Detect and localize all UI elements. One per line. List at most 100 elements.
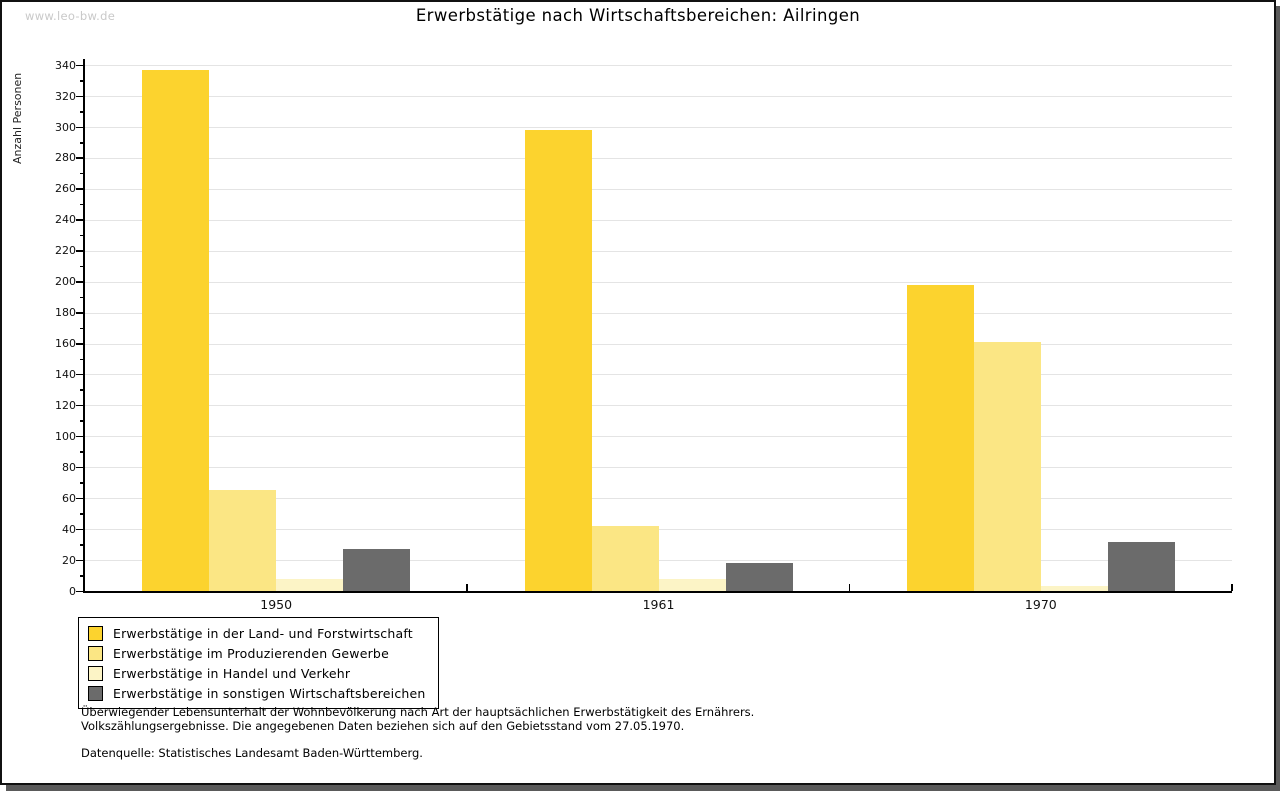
y-minor-tick [80, 451, 84, 453]
y-major-tick [76, 157, 83, 159]
y-tick-label: 80 [62, 460, 76, 474]
x-boundary-tick [1231, 584, 1233, 591]
y-minor-tick [80, 358, 84, 361]
y-tick-label: 140 [55, 367, 76, 381]
y-minor-tick [80, 234, 84, 237]
legend-swatch-icon [88, 665, 103, 681]
y-tick-label: 160 [55, 337, 76, 351]
gridline [85, 529, 1232, 531]
y-minor-tick [80, 111, 84, 113]
y-tick-label: 220 [55, 244, 76, 258]
y-minor-tick [80, 265, 84, 268]
y-major-tick [76, 219, 83, 221]
y-minor-tick [80, 203, 84, 206]
gridline [85, 467, 1232, 469]
y-minor-tick [80, 544, 84, 546]
y-major-tick [76, 95, 83, 98]
y-major-tick [76, 343, 83, 345]
gridline [85, 436, 1232, 438]
y-major-tick [76, 559, 83, 562]
x-boundary-tick [466, 584, 468, 591]
gridline [85, 65, 1232, 67]
y-minor-tick [80, 296, 84, 299]
legend-item: Erwerbstätige in Handel und Verkehr [88, 663, 426, 683]
y-tick-label: 260 [55, 182, 76, 196]
footnote-line-2: Volkszählungsergebnisse. Die angegebenen… [81, 718, 685, 733]
y-minor-tick [80, 482, 84, 484]
y-major-tick [76, 497, 83, 500]
legend: Erwerbstätige in der Land- und Forstwirt… [78, 617, 439, 709]
y-major-tick [76, 528, 83, 531]
gridline [85, 374, 1232, 376]
gridline [85, 96, 1232, 98]
legend-label: Erwerbstätige in sonstigen Wirtschaftsbe… [113, 685, 426, 701]
bar-1961-series-1 [524, 130, 592, 591]
y-minor-tick [80, 420, 84, 422]
y-tick-label: 0 [69, 584, 76, 598]
y-tick-label: 240 [55, 213, 76, 227]
y-tick-label: 20 [62, 553, 76, 567]
legend-label: Erwerbstätige im Produzierenden Gewerbe [113, 645, 389, 661]
y-major-tick [76, 466, 83, 469]
y-tick-label: 340 [55, 58, 76, 72]
y-major-tick [76, 404, 83, 407]
bar-1970-series-3 [1040, 586, 1108, 591]
gridline [85, 127, 1232, 129]
y-major-tick [76, 250, 83, 252]
gridline [85, 250, 1232, 252]
x-boundary-tick [848, 584, 851, 591]
gridline [85, 498, 1232, 500]
y-tick-label: 320 [55, 89, 76, 103]
bar-1970-series-1 [906, 284, 974, 591]
y-axis-line [83, 59, 85, 593]
x-tick-label: 1961 [642, 597, 675, 612]
x-tick-label: 1970 [1024, 597, 1057, 612]
y-tick-label: 100 [55, 429, 76, 443]
y-major-tick [76, 281, 83, 283]
y-minor-tick [80, 172, 84, 175]
y-major-tick [76, 312, 83, 314]
gridline [85, 188, 1232, 190]
y-major-tick [76, 64, 83, 67]
bar-1950-series-1 [142, 69, 210, 591]
gridline [85, 281, 1232, 283]
bar-1950-series-3 [276, 578, 344, 591]
y-major-tick [76, 126, 83, 129]
legend-label: Erwerbstätige in der Land- und Forstwirt… [113, 625, 413, 641]
y-tick-label: 40 [62, 522, 76, 536]
watermark: www.leo-bw.de [25, 9, 116, 23]
y-minor-tick [80, 389, 84, 391]
y-tick-label: 180 [55, 306, 76, 320]
bar-1950-series-4 [343, 549, 411, 591]
y-minor-tick [80, 513, 84, 515]
bar-1950-series-2 [209, 490, 277, 591]
y-tick-label: 120 [55, 398, 76, 412]
gridline [85, 312, 1232, 314]
y-minor-tick [80, 142, 84, 144]
x-axis-line [83, 591, 1232, 593]
chart-title: Erwerbstätige nach Wirtschaftsbereichen:… [415, 6, 861, 25]
legend-item: Erwerbstätige in der Land- und Forstwirt… [88, 623, 426, 643]
bar-1970-series-4 [1107, 541, 1175, 591]
y-minor-tick [80, 80, 84, 82]
gridline [85, 405, 1232, 407]
y-major-tick [76, 435, 83, 438]
gridline [85, 560, 1232, 562]
legend-swatch-icon [88, 645, 103, 661]
y-tick-label: 300 [55, 120, 76, 134]
bar-1961-series-4 [725, 563, 793, 591]
bar-1970-series-2 [973, 342, 1041, 591]
y-minor-tick [80, 575, 84, 577]
y-tick-label: 60 [62, 491, 76, 505]
footnote-line-1: Überwiegender Lebensunterhalt der Wohnbe… [81, 705, 755, 719]
footnote: Überwiegender Lebensunterhalt der Wohnbe… [81, 705, 755, 761]
y-tick-label: 280 [55, 151, 76, 165]
y-minor-tick [80, 327, 84, 330]
gridline [85, 343, 1232, 345]
gridline [85, 157, 1232, 159]
legend-item: Erwerbstätige in sonstigen Wirtschaftsbe… [88, 683, 426, 703]
bar-1961-series-3 [658, 578, 726, 591]
legend-label: Erwerbstätige in Handel und Verkehr [113, 665, 351, 681]
